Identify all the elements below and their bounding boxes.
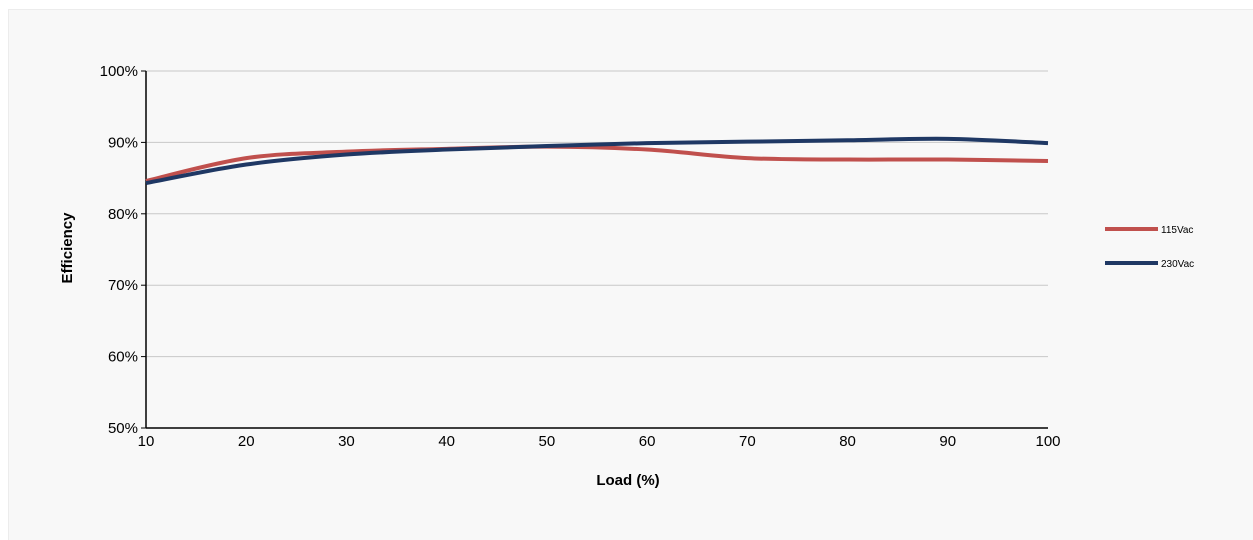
x-tick-label: 30: [338, 433, 355, 450]
gridlines: [146, 70, 1048, 358]
y-tick-label: 70%: [108, 277, 138, 294]
x-tick-label: 90: [939, 433, 956, 450]
chart-frame: [8, 9, 1253, 540]
legend-label-115vac: 115Vac: [1161, 225, 1193, 236]
axes: [145, 71, 1048, 429]
x-axis-title: Load (%): [596, 472, 659, 489]
x-tick-label: 80: [839, 433, 856, 450]
x-tick-label: 60: [639, 433, 656, 450]
y-tick-label: 100%: [100, 63, 138, 80]
y-tick-label: 50%: [108, 420, 138, 437]
y-tick-label: 90%: [108, 134, 138, 151]
y-axis-title: Efficiency: [59, 212, 76, 284]
legend: 115Vac 230Vac: [1105, 225, 1194, 270]
y-tick-labels: 50% 60% 70% 80% 90% 100%: [100, 63, 146, 437]
x-tick-labels: 10 20 30 40 50 60 70 80 90 100: [138, 433, 1061, 450]
x-tick-label: 10: [138, 433, 155, 450]
y-tick-label: 80%: [108, 206, 138, 223]
series-line-115vac: [145, 144, 1049, 183]
x-tick-label: 20: [238, 433, 255, 450]
x-tick-label: 70: [739, 433, 756, 450]
y-tick-label: 60%: [108, 349, 138, 366]
legend-label-230vac: 230Vac: [1161, 259, 1194, 270]
x-tick-label: 100: [1035, 433, 1060, 450]
series-line-230vac: [145, 136, 1049, 186]
series-lines: [145, 136, 1049, 186]
x-tick-label: 40: [438, 433, 455, 450]
x-tick-label: 50: [539, 433, 556, 450]
